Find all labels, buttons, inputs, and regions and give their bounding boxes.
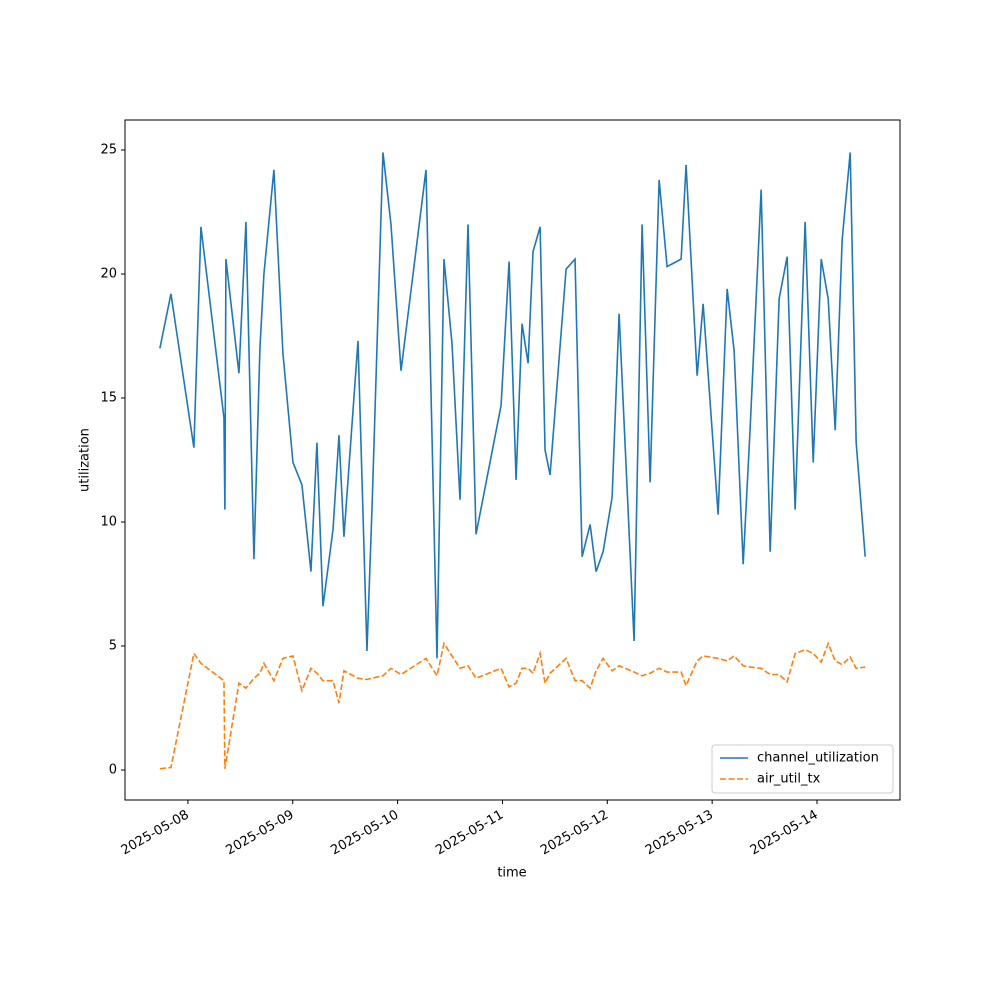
y-tick-label: 5 — [109, 638, 117, 653]
legend-box — [711, 744, 894, 794]
data-line — [159, 641, 866, 770]
x-axis-label: time — [497, 866, 526, 881]
legend: channel_utilization air_util_tx — [711, 744, 894, 794]
x-tick-label: 2025-05-09 — [224, 808, 297, 859]
y-axis-label: utilization — [78, 428, 93, 492]
x-tick-label: 2025-05-13 — [643, 808, 716, 859]
x-tick-label: 2025-05-10 — [328, 808, 401, 859]
y-tick-label: 15 — [100, 391, 117, 406]
x-tick-label: 2025-05-12 — [538, 808, 611, 859]
legend-label: channel_utilization — [757, 751, 879, 766]
y-tick-label: 25 — [100, 143, 117, 158]
y-tick-label: 0 — [109, 762, 117, 777]
data-line — [159, 152, 866, 659]
legend-label: air_util_tx — [757, 772, 821, 787]
x-tick-label: 2025-05-08 — [119, 808, 192, 859]
y-tick-label: 10 — [100, 514, 117, 529]
plot-frame — [124, 119, 901, 801]
y-tick-label: 20 — [100, 267, 117, 282]
x-tick-label: 2025-05-11 — [433, 808, 506, 859]
x-tick-label: 2025-05-14 — [748, 808, 821, 859]
